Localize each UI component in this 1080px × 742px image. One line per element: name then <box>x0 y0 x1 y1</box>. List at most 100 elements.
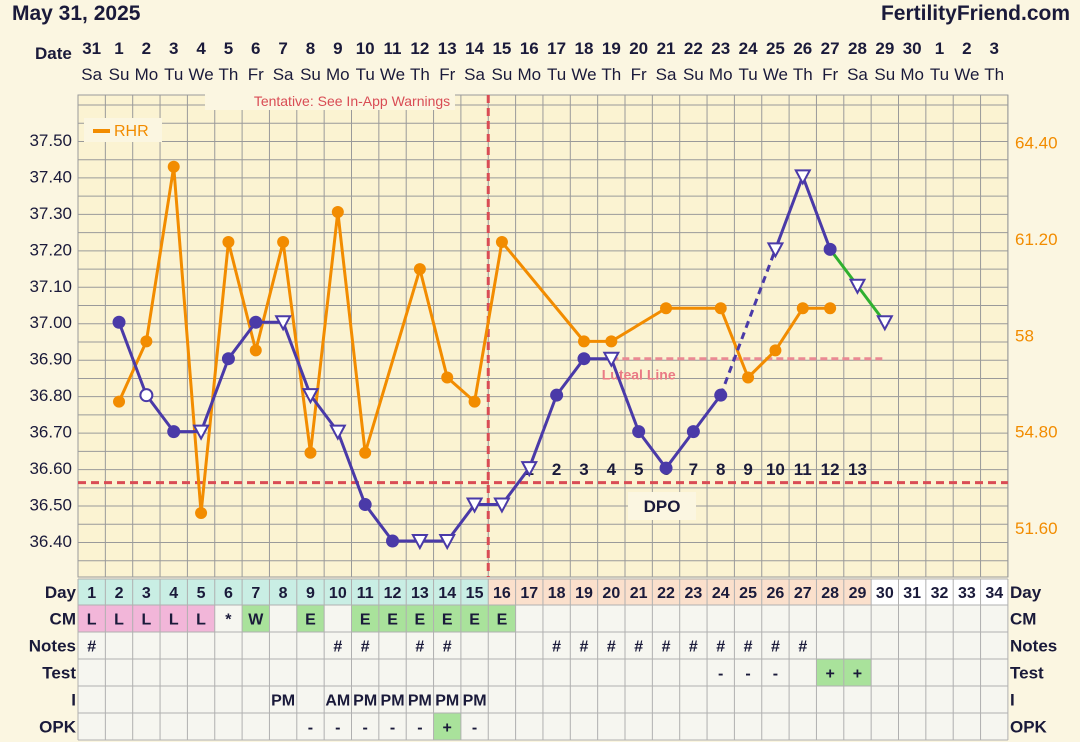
weekday-label: Su <box>492 65 513 84</box>
day-cell <box>570 579 598 605</box>
day-cell <box>625 579 653 605</box>
cycle-day: 27 <box>794 585 812 602</box>
cycle-day: 30 <box>876 585 894 602</box>
day-cell <box>542 579 571 605</box>
weekday-label: Sa <box>464 65 485 84</box>
cycle-day: 4 <box>169 585 178 602</box>
temperature-point <box>686 425 700 439</box>
dpo-number: 9 <box>743 460 752 479</box>
cm-value: E <box>469 612 480 629</box>
temperature-point <box>794 169 812 186</box>
cycle-day: 6 <box>224 585 233 602</box>
rhr-point <box>796 302 809 315</box>
rhr-tick-label: 64.40 <box>1015 134 1058 153</box>
rhr-point <box>113 395 126 408</box>
day-cell <box>652 579 680 605</box>
date-label: 19 <box>602 39 621 58</box>
date-label: 20 <box>629 39 648 58</box>
test-cell <box>843 659 872 686</box>
cycle-day: 23 <box>684 585 702 602</box>
dpo-number: 7 <box>689 460 698 479</box>
cycle-day: 9 <box>306 585 315 602</box>
temperature-point <box>659 461 673 475</box>
date-label: 26 <box>793 39 812 58</box>
notes-value: # <box>361 639 370 656</box>
temperature-point <box>848 278 867 295</box>
cm-cell <box>78 605 106 632</box>
weekday-label: Th <box>601 65 621 84</box>
rhr-point <box>331 205 344 218</box>
temp-tick-label: 37.10 <box>29 277 72 296</box>
site-name[interactable]: FertilityFriend.com <box>880 2 1070 25</box>
date-label: 2 <box>962 39 971 58</box>
day-cell <box>597 579 625 605</box>
day-cell <box>816 579 844 605</box>
temperature-point <box>714 388 728 402</box>
notes-value: # <box>634 639 643 656</box>
day-cell <box>925 579 954 605</box>
notes-value: # <box>333 639 342 656</box>
cycle-day: 2 <box>115 585 124 602</box>
notes-value: # <box>580 639 589 656</box>
row-label: Notes <box>1010 637 1057 656</box>
day-cell <box>433 579 461 605</box>
weekday-label: Mo <box>326 65 350 84</box>
rhr-point <box>195 506 208 519</box>
rhr-point <box>359 446 372 459</box>
rhr-point <box>605 335 618 348</box>
weekday-label: Mo <box>900 65 924 84</box>
temp-tick-label: 37.50 <box>29 131 72 150</box>
temp-tick-label: 37.00 <box>29 313 72 332</box>
date-label: 6 <box>251 39 260 58</box>
weekday-label: Mo <box>709 65 733 84</box>
cycle-day: 33 <box>958 585 976 602</box>
rhr-point <box>222 236 235 249</box>
temperature-point <box>301 388 320 405</box>
cm-cell <box>187 605 215 632</box>
date-label: 15 <box>492 39 511 58</box>
dpo-number: 2 <box>552 460 561 479</box>
cycle-day: 16 <box>493 585 511 602</box>
date-label: 5 <box>224 39 233 58</box>
date-label: 30 <box>903 39 922 58</box>
notes-value: # <box>607 639 616 656</box>
weekday-label: Tu <box>164 65 183 84</box>
weekday-label: Fr <box>439 65 455 84</box>
day-cell <box>980 579 1008 605</box>
luteal-line-label: Luteal Line <box>602 367 676 383</box>
row-label: CM <box>1010 610 1036 629</box>
row-label: Test <box>1010 664 1044 683</box>
notes-value: # <box>662 639 671 656</box>
date-label: 1 <box>114 39 123 58</box>
row-label: OPK <box>1010 718 1048 737</box>
day-cell <box>160 579 188 605</box>
temperature-point <box>550 388 564 402</box>
weekday-label: Mo <box>135 65 159 84</box>
cycle-day: 22 <box>657 585 675 602</box>
weekday-label: We <box>571 65 596 84</box>
day-cell <box>78 579 106 605</box>
cycle-day: 32 <box>931 585 949 602</box>
legend-label-rhr: RHR <box>114 123 149 140</box>
test-value: + <box>825 666 834 683</box>
rhr-point <box>140 335 153 348</box>
row-label: Day <box>45 583 77 602</box>
temperature-point <box>167 425 181 439</box>
cm-cell <box>378 605 407 632</box>
notes-value: # <box>415 639 424 656</box>
date-label: 4 <box>196 39 206 58</box>
tentative-warning: Tentative: See In-App Warnings <box>254 93 450 109</box>
opk-cell <box>433 713 461 740</box>
intercourse-value: PM <box>408 693 432 710</box>
rhr-point <box>277 236 290 249</box>
date-label: 18 <box>575 39 594 58</box>
opk-value: - <box>335 720 340 737</box>
weekday-label: We <box>763 65 788 84</box>
cm-value: E <box>415 612 426 629</box>
temp-tick-label: 37.40 <box>29 167 72 186</box>
date-label: 31 <box>82 39 101 58</box>
day-cell <box>789 579 817 605</box>
date-label: 12 <box>410 39 429 58</box>
weekday-label: Su <box>874 65 895 84</box>
